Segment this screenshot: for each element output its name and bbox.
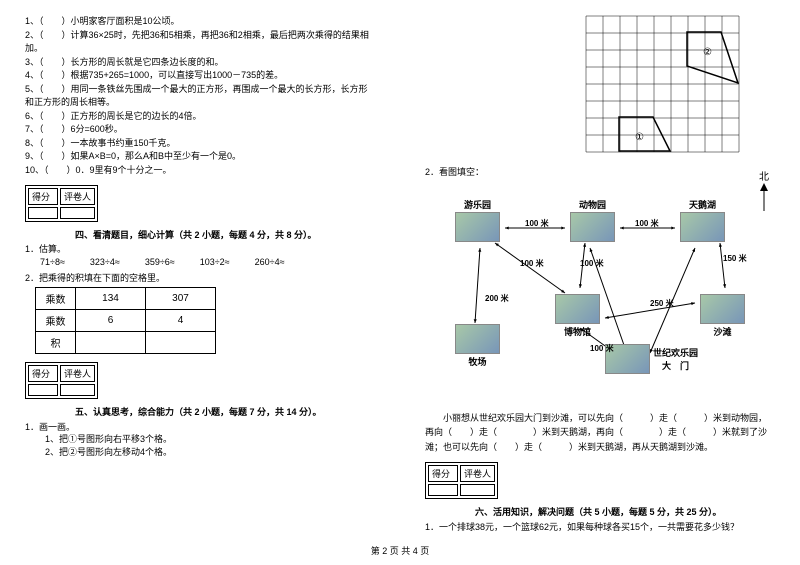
dist-4: 100 米	[580, 258, 604, 269]
question-1: 1．一个排球38元，一个篮球62元，如果每种球各买15个，一共需要花多少钱？	[425, 520, 775, 533]
grader-label: 评卷人	[60, 365, 95, 382]
score-label: 得分	[28, 365, 58, 382]
c1r1: 134	[76, 287, 146, 309]
c1r2: 6	[76, 309, 146, 331]
row-h1: 乘数	[36, 287, 76, 309]
section-5-title: 五、认真思考，综合能力（共 2 小题，每题 7 分，共 14 分）。	[75, 405, 375, 418]
score-box-6: 得分评卷人	[425, 462, 498, 499]
stmt-3: 3、（ ）长方形的周长就是它四条边长度的和。	[25, 56, 375, 70]
score-label: 得分	[28, 188, 58, 205]
stmt-9: 9、（ ）如果A×B=0，那么A和B中至少有一个是0。	[25, 150, 375, 164]
estimate-row: 71÷8≈ 323÷4≈ 359÷6≈ 103÷2≈ 260÷4≈	[40, 257, 375, 267]
stmt-10: 10、（ ）0．9里有9个十分之一。	[25, 164, 375, 178]
node-pasture: 牧场	[455, 323, 500, 368]
node-zoo: 动物园	[570, 198, 615, 243]
score-box-5: 得分评卷人	[25, 362, 98, 399]
est-3: 359÷6≈	[145, 257, 175, 267]
dist-5: 200 米	[485, 293, 509, 304]
draw-2: 2、把②号图形向左移动4个格。	[45, 446, 375, 460]
node-amusement: 游乐园	[455, 198, 500, 243]
node-museum: 博物馆	[555, 293, 600, 338]
true-false-list: 1、（ ）小明家客厅面积是10公顷。 2、（ ）计算36×25时，先把36和5相…	[25, 15, 375, 177]
score-cell[interactable]	[28, 384, 58, 396]
c2r1: 307	[146, 287, 216, 309]
page-footer: 第 2 页 共 4 页	[0, 544, 800, 557]
stmt-1: 1、（ ）小明家客厅面积是10公顷。	[25, 15, 375, 29]
c2r2: 4	[146, 309, 216, 331]
grader-cell[interactable]	[60, 384, 95, 396]
score-label: 得分	[428, 465, 458, 482]
table-label: 2．把乘得的积填在下面的空格里。	[25, 271, 375, 284]
stmt-2: 2、（ ）计算36×25时，先把36和5相乘，再把36和2相乘，最后把两次乘得的…	[25, 29, 375, 56]
calc-table: 乘数134307 乘数64 积	[35, 287, 216, 354]
estimate-label: 1．估算。	[25, 243, 375, 257]
score-cell[interactable]	[28, 207, 58, 219]
node-beach: 沙滩	[700, 293, 745, 338]
draw-1: 1、把①号图形向右平移3个格。	[45, 433, 375, 447]
grader-cell[interactable]	[60, 207, 95, 219]
grader-label: 评卷人	[60, 188, 95, 205]
est-5: 260÷4≈	[255, 257, 285, 267]
score-cell[interactable]	[428, 484, 458, 496]
map-label: 2．看图填空：	[425, 165, 775, 178]
est-1: 71÷8≈	[40, 257, 65, 267]
grader-cell[interactable]	[460, 484, 495, 496]
fill-blank-text: 小丽想从世纪欢乐园大门到沙滩，可以先向（ ）走（ ）米到动物园，再向（ ）走（ …	[425, 411, 775, 454]
stmt-7: 7、（ ）6分=600秒。	[25, 123, 375, 137]
svg-text:②: ②	[703, 47, 712, 58]
map-diagram: 北 游乐园 动物园 天鹅湖 博物馆 牧场 沙滩 世纪欢乐园 大 门 100 米 …	[425, 188, 775, 408]
section-4-title: 四、看清题目，细心计算（共 2 小题，每题 4 分，共 8 分）。	[75, 228, 375, 241]
svg-text:①: ①	[635, 132, 644, 143]
row-h3: 积	[36, 331, 76, 353]
grid-diagram: ①②	[585, 15, 740, 153]
dist-1: 100 米	[525, 218, 549, 229]
est-2: 323÷4≈	[90, 257, 120, 267]
dist-8: 100 米	[590, 343, 614, 354]
est-4: 103÷2≈	[200, 257, 230, 267]
stmt-8: 8、（ ）一本故事书约重150千克。	[25, 137, 375, 151]
dist-2: 100 米	[635, 218, 659, 229]
c1r3[interactable]	[76, 331, 146, 353]
dist-6: 150 米	[723, 253, 747, 264]
score-box-4: 得分评卷人	[25, 185, 98, 222]
node-gate: 世纪欢乐园 大 门	[605, 343, 698, 375]
stmt-4: 4、（ ）根据735+265=1000，可以直接写出1000－735的差。	[25, 69, 375, 83]
stmt-6: 6、（ ）正方形的周长是它的边长的4倍。	[25, 110, 375, 124]
section-6-title: 六、活用知识，解决问题（共 5 小题，每题 5 分，共 25 分）。	[475, 505, 775, 518]
node-lake: 天鹅湖	[680, 198, 725, 243]
draw-label: 1．画一画。	[25, 420, 375, 433]
grader-label: 评卷人	[460, 465, 495, 482]
stmt-5: 5、（ ）用同一条铁丝先围成一个最大的正方形，再围成一个最大的长方形，长方形和正…	[25, 83, 375, 110]
c2r3[interactable]	[146, 331, 216, 353]
dist-7: 250 米	[650, 298, 674, 309]
row-h2: 乘数	[36, 309, 76, 331]
dist-3: 100 米	[520, 258, 544, 269]
